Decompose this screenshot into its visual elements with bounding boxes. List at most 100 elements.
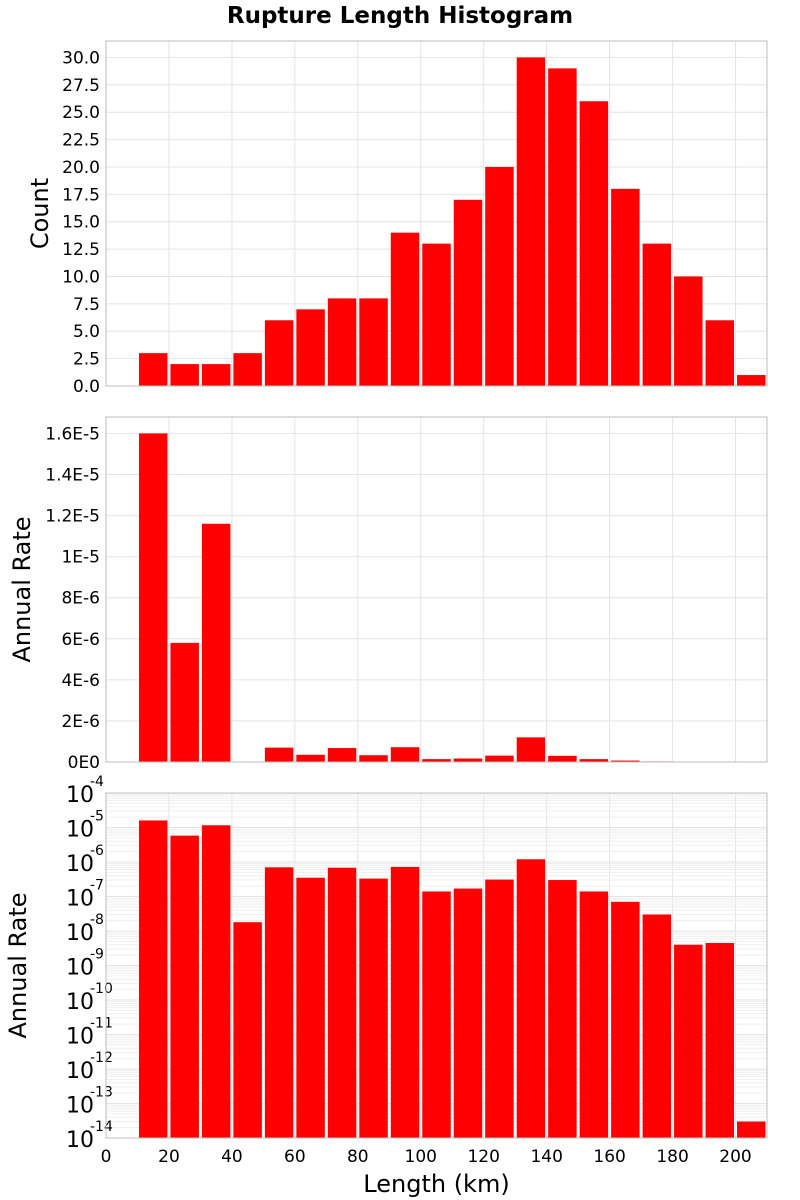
y-tick-exponent: -4 xyxy=(90,774,104,790)
bar-185km xyxy=(674,944,703,1138)
bar-175km xyxy=(642,243,672,386)
bar-45km xyxy=(233,922,262,1138)
bar-115km xyxy=(453,199,483,386)
y-tick-base: 10 xyxy=(66,852,94,877)
y-tick-label: 10-8 xyxy=(66,912,104,946)
y-tick-label: 1E-5 xyxy=(61,548,100,568)
bar-105km xyxy=(422,759,451,762)
bar-195km xyxy=(705,942,735,1138)
bar-35km xyxy=(201,364,231,386)
bar-25km xyxy=(170,364,199,386)
y-tick-label: 0.0 xyxy=(73,377,100,397)
y-tick-base: 10 xyxy=(66,990,94,1015)
bar-205km xyxy=(737,1121,766,1138)
bar-55km xyxy=(264,320,294,386)
y-tick-label: 0E0 xyxy=(68,753,100,773)
y-tick-label: 15.0 xyxy=(62,213,100,233)
bar-155km xyxy=(579,759,609,762)
y-axis-label: Count xyxy=(26,178,54,249)
rate-linear-panel: 0E0 2E-6 4E-6 6E-6 8E-6 1E-5 1.2E-5 1.4E-5 1.6E-… xyxy=(8,416,768,773)
bar-165km xyxy=(611,901,640,1138)
y-tick-base: 10 xyxy=(66,1094,94,1119)
bar-145km xyxy=(548,880,577,1138)
bar-15km xyxy=(138,433,168,762)
bar-155km xyxy=(579,101,609,386)
y-tick-label: 10-10 xyxy=(66,981,113,1015)
y-tick-label: 10.0 xyxy=(62,267,100,287)
y-axis-label: Annual Rate xyxy=(4,892,32,1038)
bar-35km xyxy=(201,825,231,1138)
y-tick-label: 6E-6 xyxy=(61,630,100,650)
bar-75km xyxy=(327,298,357,386)
y-tick-label: 8E-6 xyxy=(61,589,100,609)
y-axis-label: Annual Rate xyxy=(8,516,36,662)
x-axis-label: Length (km) xyxy=(363,1170,509,1198)
y-tick-base: 10 xyxy=(66,783,94,808)
y-tick-label: 12.5 xyxy=(62,240,100,260)
bar-145km xyxy=(548,68,577,386)
y-tick-base: 10 xyxy=(66,1059,94,1084)
y-tick-label: 30.0 xyxy=(62,48,100,68)
y-tick-label: 27.5 xyxy=(62,76,100,96)
bar-85km xyxy=(359,298,388,386)
x-tick-label: 100 xyxy=(405,1147,437,1167)
bar-155km xyxy=(579,891,609,1138)
y-tick-label: 10-14 xyxy=(66,1119,113,1153)
bar-105km xyxy=(422,243,451,386)
y-tick-label: 1.4E-5 xyxy=(45,466,100,486)
y-tick-label: 10-4 xyxy=(66,774,104,808)
bar-135km xyxy=(516,859,546,1138)
bar-145km xyxy=(548,755,577,762)
y-tick-label: 5.0 xyxy=(73,322,100,342)
y-tick-label: 2E-6 xyxy=(61,712,100,732)
bar-165km xyxy=(611,760,640,762)
y-tick-exponent: -11 xyxy=(90,1016,113,1032)
bar-45km xyxy=(233,353,262,386)
y-tick-exponent: -9 xyxy=(90,947,104,963)
plot-frame xyxy=(105,416,768,763)
y-tick-label: 4E-6 xyxy=(61,671,100,691)
y-tick-exponent: -7 xyxy=(90,878,104,894)
bar-55km xyxy=(264,747,294,762)
y-tick-exponent: -5 xyxy=(90,809,104,825)
bar-105km xyxy=(422,891,451,1138)
x-tick-label: 120 xyxy=(467,1147,499,1167)
x-tick-label: 20 xyxy=(158,1147,180,1167)
y-tick-exponent: -8 xyxy=(90,912,104,928)
bar-205km xyxy=(737,375,766,386)
y-tick-label: 10-11 xyxy=(66,1016,113,1050)
y-tick-label: 10-6 xyxy=(66,843,104,877)
bar-35km xyxy=(201,523,231,762)
bar-75km xyxy=(327,867,357,1138)
bar-165km xyxy=(611,188,640,386)
rate-log-panel: 10-410-510-610-710-810-910-1010-1110-121… xyxy=(4,774,768,1198)
y-tick-exponent: -6 xyxy=(90,843,104,859)
y-tick-label: 10-9 xyxy=(66,947,104,981)
bar-135km xyxy=(516,57,546,387)
y-tick-label: 7.5 xyxy=(73,295,100,315)
x-tick-label: 0 xyxy=(101,1147,112,1167)
plot-frame xyxy=(105,40,768,387)
bar-65km xyxy=(296,754,325,762)
y-tick-exponent: -13 xyxy=(90,1085,113,1101)
y-tick-label: 2.5 xyxy=(73,350,100,370)
bar-185km xyxy=(674,276,703,386)
y-tick-base: 10 xyxy=(66,956,94,981)
bar-75km xyxy=(327,748,357,762)
bar-175km xyxy=(642,914,672,1138)
y-tick-label: 10-12 xyxy=(66,1050,113,1084)
x-tick-label: 140 xyxy=(530,1147,562,1167)
y-tick-label: 10-7 xyxy=(66,878,104,912)
bar-15km xyxy=(138,820,168,1138)
x-tick-label: 80 xyxy=(347,1147,369,1167)
bar-25km xyxy=(170,642,199,762)
x-tick-label: 180 xyxy=(656,1147,688,1167)
y-tick-label: 10-5 xyxy=(66,809,104,843)
bar-115km xyxy=(453,888,483,1138)
y-tick-exponent: -14 xyxy=(90,1119,113,1135)
y-tick-exponent: -12 xyxy=(90,1050,113,1066)
bar-85km xyxy=(359,878,388,1138)
bar-125km xyxy=(485,879,514,1138)
bar-135km xyxy=(516,737,546,762)
